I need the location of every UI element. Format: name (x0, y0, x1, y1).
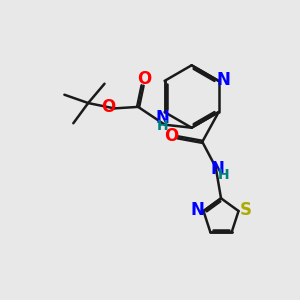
Text: N: N (190, 201, 205, 219)
Text: O: O (101, 98, 115, 116)
Text: S: S (239, 201, 251, 219)
Text: H: H (218, 168, 230, 182)
Text: O: O (137, 70, 151, 88)
Text: N: N (210, 160, 224, 178)
Text: O: O (164, 128, 178, 146)
Text: N: N (217, 71, 231, 89)
Text: N: N (156, 109, 170, 127)
Text: H: H (157, 119, 169, 133)
